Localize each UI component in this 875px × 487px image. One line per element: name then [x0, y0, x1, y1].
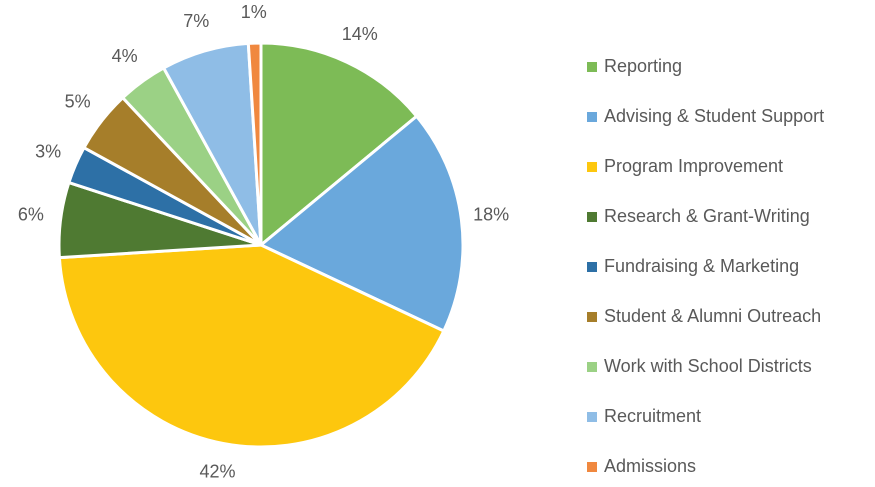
- data-label: 1%: [241, 2, 267, 22]
- legend-label: Admissions: [604, 456, 696, 476]
- legend-label: Work with School Districts: [604, 356, 812, 376]
- legend-label: Program Improvement: [604, 156, 783, 176]
- legend-label: Recruitment: [604, 406, 701, 426]
- legend-marker: [587, 212, 597, 222]
- legend-marker: [587, 462, 597, 472]
- legend-marker: [587, 62, 597, 72]
- legend-marker: [587, 312, 597, 322]
- legend-marker: [587, 262, 597, 272]
- data-label: 42%: [200, 462, 236, 482]
- legend-marker: [587, 412, 597, 422]
- pie-slice: [259, 41, 419, 249]
- legend-label: Student & Alumni Outreach: [604, 306, 821, 326]
- legend-marker: [587, 362, 597, 372]
- data-label: 18%: [473, 205, 509, 225]
- legend-label: Reporting: [604, 56, 682, 76]
- legend-label: Research & Grant-Writing: [604, 206, 810, 226]
- data-label: 6%: [18, 205, 44, 225]
- legend-label: Advising & Student Support: [604, 106, 824, 126]
- pie-slice: [246, 41, 263, 246]
- pie-slice: [258, 114, 465, 334]
- data-label: 7%: [183, 11, 209, 31]
- data-label: 14%: [342, 24, 378, 44]
- data-label: 3%: [35, 142, 61, 162]
- pie-slice: [57, 243, 446, 449]
- data-label: 5%: [65, 92, 91, 112]
- legend-marker: [587, 162, 597, 172]
- legend-label: Fundraising & Marketing: [604, 256, 799, 276]
- legend-marker: [587, 112, 597, 122]
- data-label: 4%: [112, 46, 138, 66]
